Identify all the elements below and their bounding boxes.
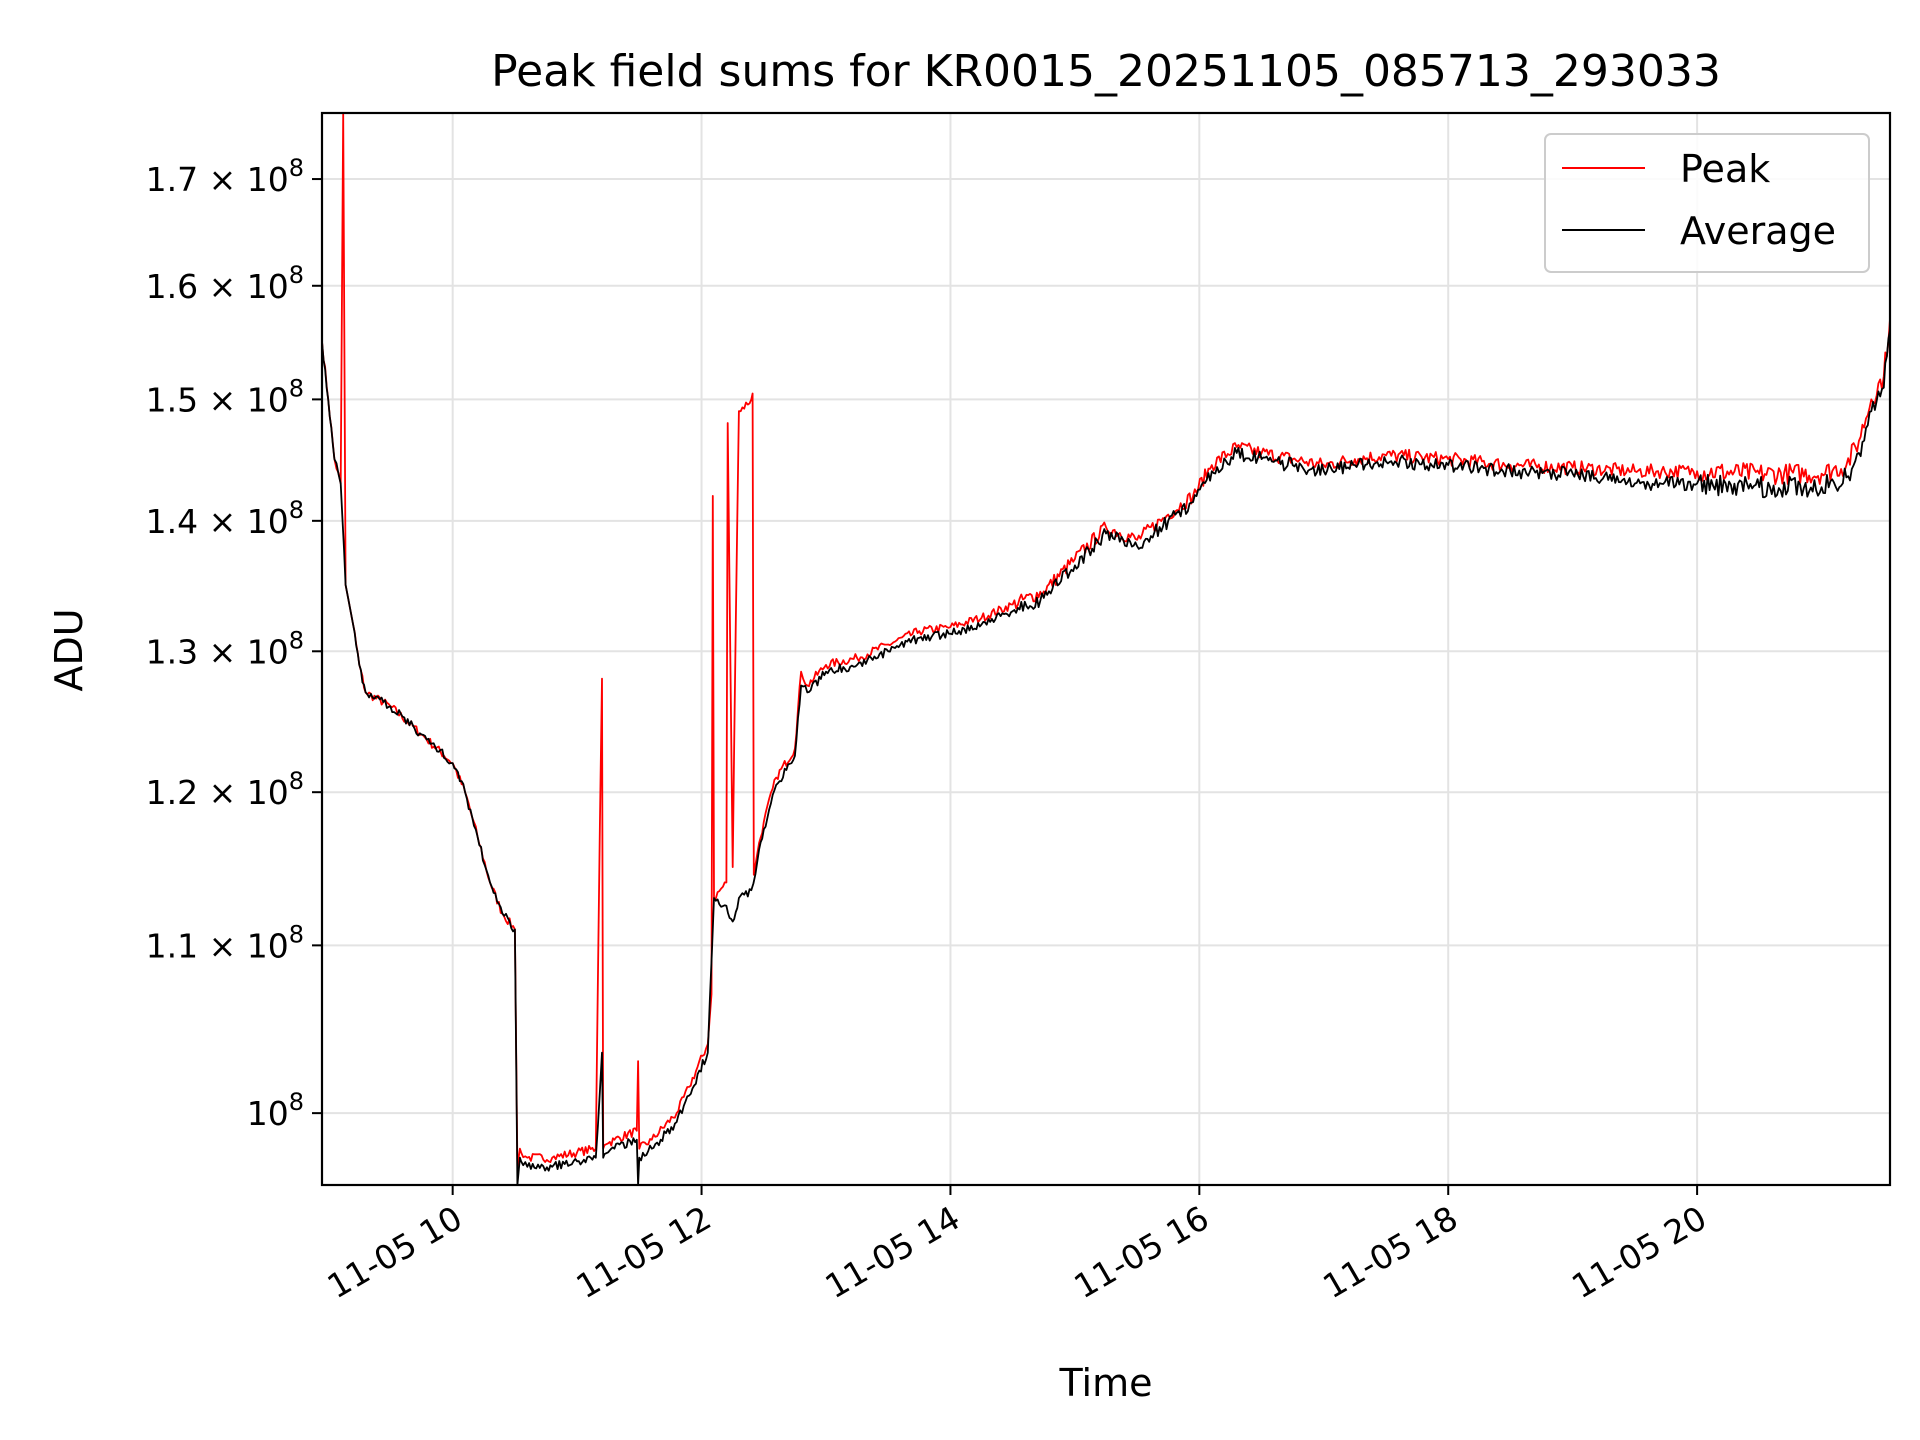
chart-title: Peak field sums for KR0015_20251105_0857…	[491, 46, 1721, 97]
y-tick-label: 1.3 × 108	[146, 626, 304, 671]
series-lines	[322, 113, 1890, 1185]
legend-label-peak: Peak	[1680, 147, 1770, 191]
y-tick-label: 1.2 × 108	[146, 767, 304, 812]
y-axis-label: ADU	[47, 608, 91, 691]
legend-label-average: Average	[1680, 209, 1836, 253]
y-axis-ticks: 108 1.1 × 108 1.2 × 108 1.3 × 108 1.4 × 108 1…	[146, 154, 322, 1133]
series-line-peak	[322, 113, 1890, 1168]
y-tick-label: 108	[247, 1088, 304, 1133]
y-tick-label: 1.1 × 108	[146, 920, 304, 965]
y-tick-label: 1.7 × 108	[146, 154, 304, 199]
y-tick-label: 1.5 × 108	[146, 374, 304, 419]
y-tick-label: 1.4 × 108	[146, 496, 304, 541]
legend: Peak Average	[1544, 133, 1870, 273]
series-line-average	[322, 330, 1890, 1185]
x-axis-label: Time	[1059, 1361, 1153, 1405]
x-gridlines	[451, 113, 1699, 1185]
plot-frame	[320, 111, 1892, 1187]
y-gridlines	[322, 178, 1890, 1115]
y-tick-label: 1.6 × 108	[146, 261, 304, 306]
